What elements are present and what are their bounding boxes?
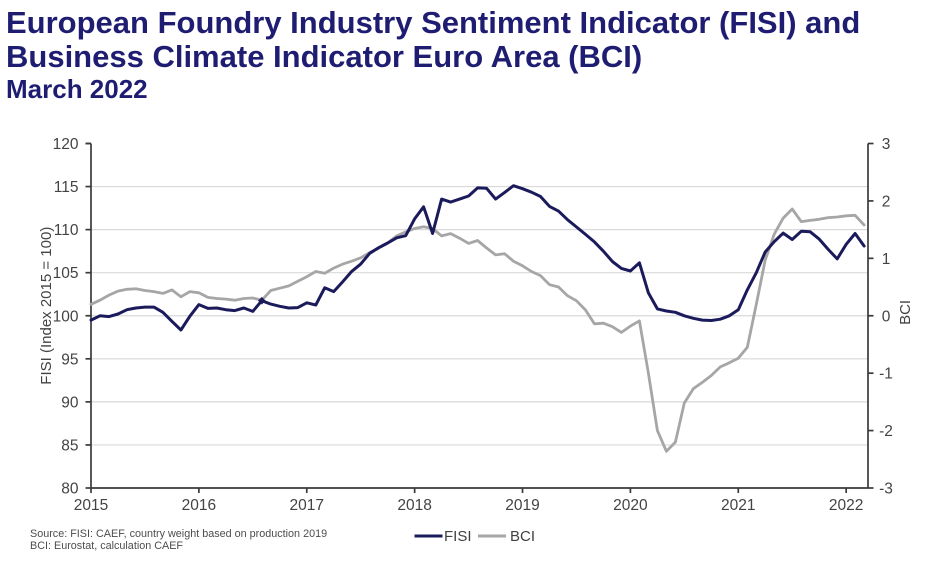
svg-text:90: 90 <box>61 394 79 411</box>
svg-text:2018: 2018 <box>397 497 431 514</box>
svg-text:FISI (Index 2015 = 100): FISI (Index 2015 = 100) <box>38 227 55 385</box>
svg-text:80: 80 <box>61 481 79 498</box>
svg-text:Source: FISI: CAEF, country we: Source: FISI: CAEF, country weight based… <box>30 528 327 540</box>
svg-text:-1: -1 <box>879 366 893 383</box>
svg-text:1: 1 <box>882 251 891 268</box>
svg-text:100: 100 <box>53 308 79 325</box>
svg-text:110: 110 <box>54 222 79 239</box>
svg-text:BCI: BCI <box>510 528 535 545</box>
svg-text:2017: 2017 <box>290 497 324 514</box>
svg-text:2019: 2019 <box>505 497 539 514</box>
svg-text:0: 0 <box>882 308 891 325</box>
svg-text:120: 120 <box>53 136 79 153</box>
svg-text:3: 3 <box>882 136 891 153</box>
svg-text:2: 2 <box>882 193 891 210</box>
svg-text:2022: 2022 <box>829 497 863 514</box>
svg-text:-3: -3 <box>879 481 893 498</box>
svg-text:2020: 2020 <box>613 497 648 514</box>
svg-text:85: 85 <box>61 437 78 454</box>
svg-text:2015: 2015 <box>74 497 108 514</box>
svg-text:95: 95 <box>61 351 78 368</box>
svg-text:BCI: BCI <box>897 300 914 325</box>
svg-text:-2: -2 <box>879 423 893 440</box>
svg-text:115: 115 <box>54 179 79 196</box>
svg-text:BCI: Eurostat, calculation CAE: BCI: Eurostat, calculation CAEF <box>30 540 183 552</box>
svg-text:FISI: FISI <box>444 528 472 545</box>
svg-text:105: 105 <box>53 265 79 282</box>
svg-text:2021: 2021 <box>721 497 755 514</box>
svg-text:2016: 2016 <box>182 497 216 514</box>
